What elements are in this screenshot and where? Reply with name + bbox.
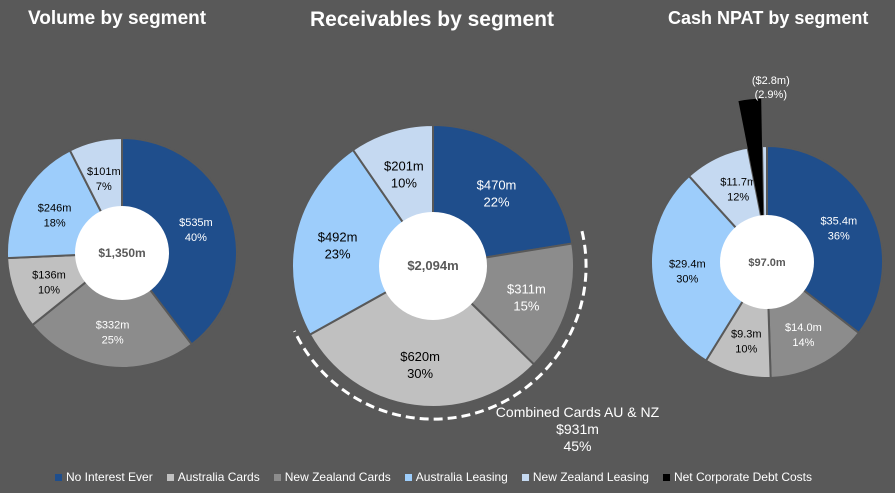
slice-value-label: $136m (32, 270, 66, 282)
slice-pct-label: (2.9%) (755, 89, 787, 101)
donut-hole (75, 206, 169, 300)
slice-pct-label: 12% (727, 191, 749, 203)
slice-value-label: $14.0m (785, 322, 822, 334)
legend-item-australia-leasing: Australia Leasing (404, 470, 508, 484)
slice-pct-label: 22% (483, 194, 509, 209)
slice-value-label: $470m (477, 177, 517, 192)
combined-cards-label: Combined Cards AU & NZ (495, 404, 660, 420)
slice-value-label: ($2.8m) (752, 75, 790, 87)
donut-hole (379, 212, 487, 320)
slice-pct-label: 36% (828, 231, 850, 243)
pie-slice-net-corporate-debt-costs (737, 97, 765, 235)
slice-value-label: $29.4m (669, 258, 706, 270)
slice-value-label: $35.4m (820, 216, 857, 228)
slice-pct-label: 14% (792, 337, 814, 349)
slice-pct-label: 25% (102, 334, 124, 346)
pie-slice-australia-leasing (291, 148, 435, 337)
slice-value-label: $620m (400, 349, 440, 364)
pie-slice-no-interest-ever (121, 136, 238, 346)
legend-label: Australia Leasing (415, 470, 508, 484)
pie-slice-new-zealand-cards (30, 251, 194, 369)
slice-pct-label: 23% (325, 247, 351, 262)
slice-pct-label: 10% (735, 343, 757, 355)
chart-title-receivables: Receivables by segment (310, 8, 554, 31)
slice-pct-label: 10% (38, 285, 60, 297)
legend-label: New Zealand Leasing (532, 470, 649, 484)
legend-swatch (404, 473, 412, 481)
legend-swatch (662, 473, 670, 481)
slice-value-label: $535m (179, 217, 213, 229)
legend-label: No Interest Ever (66, 470, 153, 484)
legend-item-new-zealand-cards: New Zealand Cards (273, 470, 391, 484)
pie-cash-npat: $35.4m 36% $14.0m 14% $9.3m 10% $29.4m 30% $11.7… (650, 75, 884, 379)
legend-label: New Zealand Cards (284, 470, 391, 484)
center-total-label: $1,350m (98, 246, 145, 260)
slice-value-label: $9.3m (731, 328, 762, 340)
legend-label: Net Corporate Debt Costs (673, 470, 812, 484)
combined-cards-bracket (293, 230, 588, 421)
slice-value-label: $246m (38, 203, 72, 215)
slice-value-label: $11.7m (720, 176, 756, 188)
slice-pct-label: 40% (185, 232, 207, 244)
combined-cards-annotation: Combined Cards AU & NZ $931m 45% (470, 404, 685, 455)
pie-receivables: $470m 22% $311m 15% $620m 30% $492m 23% $201m 10%… (291, 123, 575, 408)
slice-value-label: $101m (87, 166, 121, 178)
center-total-label: $2,094m (407, 258, 458, 273)
slice-value-label: $332m (96, 319, 130, 331)
slice-pct-label: 30% (676, 273, 698, 285)
slice-pct-label: 15% (513, 299, 539, 314)
legend-swatch (55, 473, 62, 481)
slice-pct-label: 18% (44, 218, 66, 230)
legend-item-no-interest-ever: No Interest Ever (55, 470, 153, 484)
slice-value-label: $201m (384, 158, 424, 173)
legend-label: Australia Cards (177, 470, 260, 484)
slice-pct-label: 30% (407, 366, 433, 381)
chart-title-cash-npat: Cash NPAT by segment (668, 8, 869, 28)
legend-swatch (521, 473, 529, 481)
pie-slice-no-interest-ever (766, 144, 884, 335)
legend-item-net-corporate-debt-costs: Net Corporate Debt Costs (662, 470, 812, 484)
combined-cards-pct: 45% (563, 438, 592, 454)
center-total-label: $97.0m (748, 257, 786, 269)
combined-cards-value: $931m (556, 421, 599, 437)
legend-item-new-zealand-leasing: New Zealand Leasing (521, 470, 649, 484)
pie-slice-australia-cards (308, 264, 536, 408)
chart-title-volume: Volume by segment (28, 8, 207, 29)
donut-hole (720, 215, 814, 309)
pie-slice-australia-leasing (650, 174, 769, 363)
legend-item-australia-cards: Australia Cards (166, 470, 260, 484)
legend-swatch (273, 473, 281, 481)
slice-value-label: $492m (318, 230, 358, 245)
slice-pct-label: 10% (391, 175, 417, 190)
legend-swatch (166, 473, 174, 481)
legend: No Interest Ever Australia Cards New Zeala… (55, 469, 812, 485)
slice-pct-label: 7% (96, 181, 112, 193)
slice-value-label: $311m (507, 282, 546, 297)
pie-volume: $535m 40% $332m 25% $136m 10% $246m 18% $101m 7% $… (6, 136, 238, 369)
